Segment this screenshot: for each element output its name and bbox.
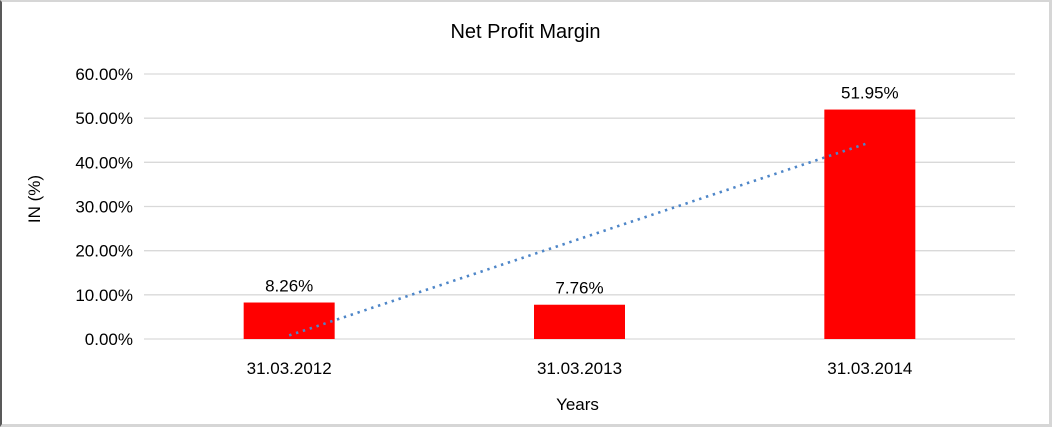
bar-value-label: 51.95% [841,84,899,103]
trendline [288,141,871,337]
x-tick-label: 31.03.2012 [247,359,332,378]
bar [824,109,916,339]
bar-value-label: 8.26% [265,277,313,296]
y-tick-label: 20.00% [75,242,133,261]
x-tick-label: 31.03.2014 [827,359,912,378]
bar-value-label: 7.76% [555,279,603,298]
bar [534,304,625,339]
bar [243,302,335,339]
x-axis-label: Years [556,395,599,414]
y-tick-label: 50.00% [75,109,133,128]
y-axis-label: IN (%) [25,174,44,224]
y-tick-label: 40.00% [75,153,133,172]
chart-title: Net Profit Margin [450,21,601,43]
y-tick-label: 10.00% [75,286,133,305]
y-tick-label: 30.00% [75,198,133,217]
y-tick-label: 0.00% [85,330,133,349]
x-tick-label: 31.03.2013 [537,359,622,378]
y-tick-label: 60.00% [75,65,133,84]
